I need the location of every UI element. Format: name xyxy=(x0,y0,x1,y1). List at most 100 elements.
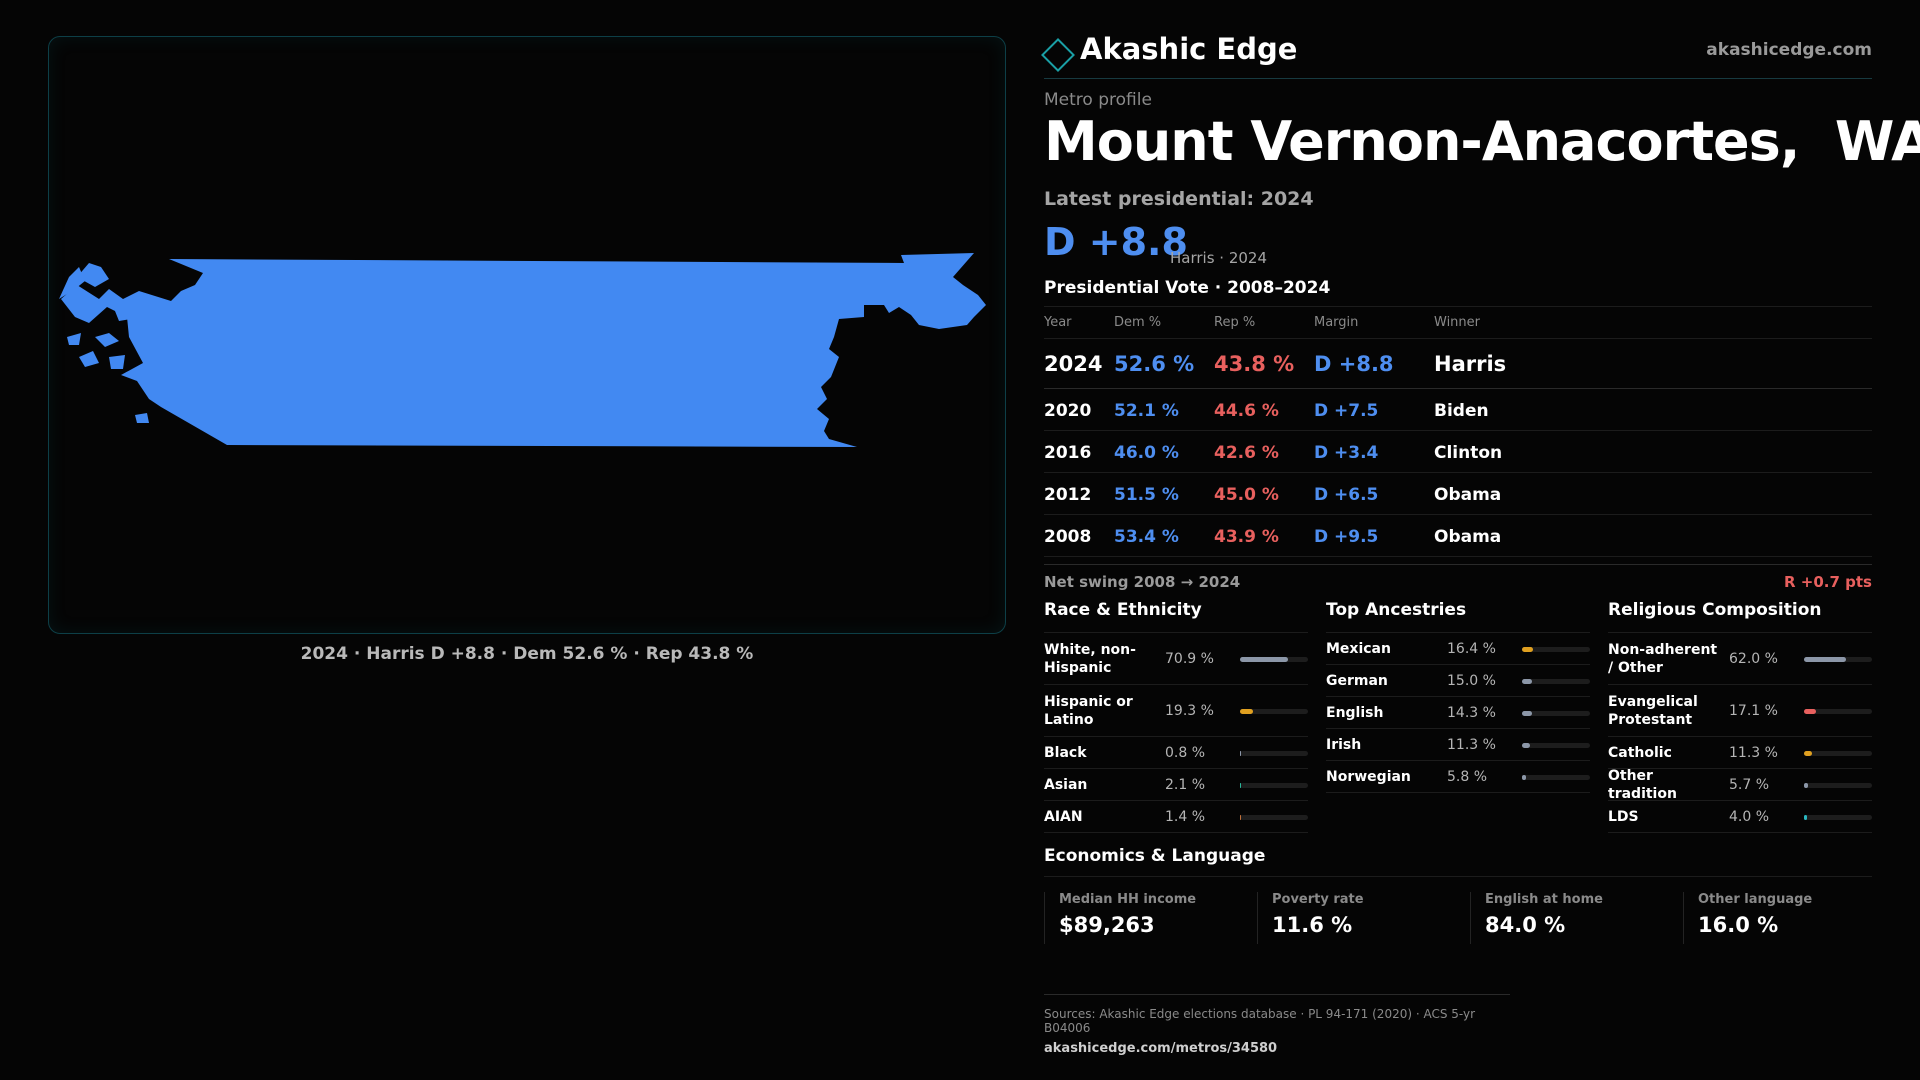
row-winner: Biden xyxy=(1434,401,1489,421)
stat-label: Median HH income xyxy=(1059,892,1197,907)
economics-heading: Economics & Language xyxy=(1044,846,1872,877)
row-year: 2008 xyxy=(1044,527,1092,547)
bar-track xyxy=(1804,814,1872,820)
row-rep: 43.9 % xyxy=(1214,527,1279,547)
bar-percent: 5.7 % xyxy=(1729,776,1770,793)
table-row: 2024 52.6 % 43.8 % D +8.8 Harris xyxy=(1044,339,1872,389)
stat-poverty-rate: Poverty rate 11.6 % xyxy=(1257,892,1455,944)
bar-percent: 4.0 % xyxy=(1729,808,1770,825)
diamond-logo-icon xyxy=(1041,38,1075,72)
bar-fill xyxy=(1240,656,1289,662)
row-rep: 45.0 % xyxy=(1214,485,1279,505)
row-winner: Obama xyxy=(1434,485,1502,505)
stat-value: $89,263 xyxy=(1059,913,1155,937)
column-header-margin: Margin xyxy=(1314,315,1359,330)
stat-english-at-home: English at home 84.0 % xyxy=(1470,892,1668,944)
bar-label: Non-adherent / Other xyxy=(1608,641,1718,676)
brand-url-link[interactable]: akashicedge.com xyxy=(1706,40,1872,60)
ancestry-row: Norwegian 5.8 % xyxy=(1326,761,1590,793)
brand-header: Akashic Edge akashicedge.com xyxy=(1041,32,1872,79)
permalink[interactable]: akashicedge.com/metros/34580 xyxy=(1044,1041,1278,1056)
race-row: Hispanic or Latino 19.3 % xyxy=(1044,685,1308,737)
row-rep: 42.6 % xyxy=(1214,443,1279,463)
ancestries-heading: Top Ancestries xyxy=(1326,600,1590,633)
row-year: 2012 xyxy=(1044,485,1092,505)
religion-row: Non-adherent / Other 62.0 % xyxy=(1608,633,1872,685)
bar-fill xyxy=(1240,750,1242,756)
table-row: 2020 52.1 % 44.6 % D +7.5 Biden xyxy=(1044,389,1872,431)
stat-label: English at home xyxy=(1485,892,1603,907)
bar-label: Evangelical Protestant xyxy=(1608,693,1698,728)
brand-name[interactable]: Akashic Edge xyxy=(1080,32,1298,66)
bar-fill xyxy=(1240,814,1242,820)
sources-text: Sources: Akashic Edge elections database… xyxy=(1044,1007,1476,1035)
bar-fill xyxy=(1522,710,1532,716)
race-row: White, non-Hispanic 70.9 % xyxy=(1044,633,1308,685)
row-year: 2016 xyxy=(1044,443,1092,463)
column-header-year: Year xyxy=(1044,315,1072,330)
bar-track xyxy=(1804,708,1872,714)
column-header-rep: Rep % xyxy=(1214,315,1256,330)
ancestries-section: Top Ancestries Mexican 16.4 % German 15.0 %… xyxy=(1326,600,1590,793)
bar-fill xyxy=(1240,782,1242,788)
stat-median-income: Median HH income $89,263 xyxy=(1044,892,1242,944)
bar-label: Irish xyxy=(1326,736,1362,753)
ancestry-row: Mexican 16.4 % xyxy=(1326,633,1590,665)
religion-section: Religious Composition Non-adherent / Oth… xyxy=(1608,600,1872,833)
bar-track xyxy=(1240,814,1308,820)
row-dem: 52.1 % xyxy=(1114,401,1179,421)
row-margin: D +9.5 xyxy=(1314,527,1379,547)
stat-other-language: Other language 16.0 % xyxy=(1683,892,1881,944)
headline-margin: D +8.8 xyxy=(1044,220,1188,264)
bar-fill xyxy=(1522,774,1526,780)
bar-percent: 5.8 % xyxy=(1447,768,1488,785)
bar-track xyxy=(1804,782,1872,788)
bar-label: Mexican xyxy=(1326,640,1391,657)
row-margin: D +6.5 xyxy=(1314,485,1379,505)
table-row: 2008 53.4 % 43.9 % D +9.5 Obama xyxy=(1044,515,1872,557)
bar-track xyxy=(1240,782,1308,788)
metro-map-panel[interactable] xyxy=(48,36,1006,634)
bar-percent: 2.1 % xyxy=(1165,776,1206,793)
bar-percent: 11.3 % xyxy=(1729,744,1778,761)
bar-label: Norwegian xyxy=(1326,768,1411,785)
net-swing-row: Net swing 2008 → 2024 R +0.7 pts xyxy=(1044,564,1872,591)
eyebrow-label: Metro profile xyxy=(1044,90,1152,110)
row-margin: D +3.4 xyxy=(1314,443,1379,463)
race-row: Asian 2.1 % xyxy=(1044,769,1308,801)
bar-label: Hispanic or Latino xyxy=(1044,693,1133,728)
row-winner: Obama xyxy=(1434,527,1502,547)
race-ethnicity-heading: Race & Ethnicity xyxy=(1044,600,1308,633)
bar-percent: 0.8 % xyxy=(1165,744,1206,761)
bar-track xyxy=(1522,774,1590,780)
bar-percent: 19.3 % xyxy=(1165,702,1214,719)
page-title: Mount Vernon-Anacortes, WA xyxy=(1044,110,1920,173)
bar-fill xyxy=(1522,646,1534,652)
ancestry-row: Irish 11.3 % xyxy=(1326,729,1590,761)
row-winner: Harris xyxy=(1434,352,1507,376)
bar-track xyxy=(1522,710,1590,716)
religion-heading: Religious Composition xyxy=(1608,600,1872,633)
bar-fill xyxy=(1804,656,1847,662)
county-shape xyxy=(59,253,986,447)
bar-fill xyxy=(1804,750,1812,756)
bar-track xyxy=(1522,742,1590,748)
religion-row: Evangelical Protestant 17.1 % xyxy=(1608,685,1872,737)
bar-fill xyxy=(1240,708,1254,714)
row-rep: 43.8 % xyxy=(1214,352,1295,376)
religion-row: Other tradition 5.7 % xyxy=(1608,768,1872,802)
race-row: AIAN 1.4 % xyxy=(1044,801,1308,833)
bar-track xyxy=(1522,646,1590,652)
bar-track xyxy=(1804,750,1872,756)
vote-table-heading: Presidential Vote · 2008–2024 xyxy=(1044,278,1331,298)
bar-label: LDS xyxy=(1608,808,1639,825)
bar-percent: 16.4 % xyxy=(1447,640,1496,657)
metro-map xyxy=(59,253,986,447)
row-margin: D +8.8 xyxy=(1314,352,1394,376)
bar-fill xyxy=(1804,814,1807,820)
bar-track xyxy=(1240,656,1308,662)
bar-percent: 62.0 % xyxy=(1729,650,1778,667)
table-row: 2016 46.0 % 42.6 % D +3.4 Clinton xyxy=(1044,431,1872,473)
net-swing-value: R +0.7 pts xyxy=(1784,573,1872,591)
bar-label: Asian xyxy=(1044,776,1088,793)
